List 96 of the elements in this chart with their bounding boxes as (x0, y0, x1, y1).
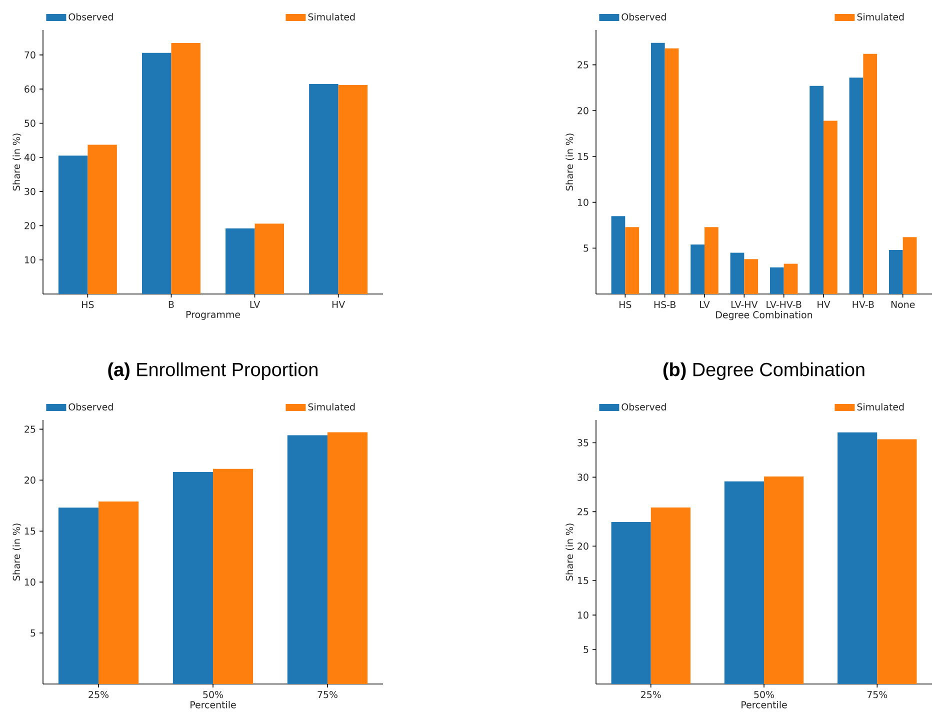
legend-label: Simulated (857, 13, 904, 20)
x-tick-label: HV-B (852, 301, 874, 308)
y-tick-label: 10 (24, 256, 36, 264)
x-axis-title: Percentile (742, 701, 787, 708)
bar (849, 78, 864, 294)
bar (784, 264, 798, 294)
x-tick-label: None (891, 301, 915, 308)
text: (b) Degree Combination (663, 362, 864, 380)
y-tick-label: 25 (578, 508, 588, 516)
bar (902, 237, 917, 294)
y-tick-label: 20 (24, 222, 36, 230)
y-axis-title: Share (in %) (566, 134, 574, 191)
bar (664, 48, 679, 294)
legend-label: Simulated (857, 403, 904, 410)
x-tick-label: 50% (203, 691, 223, 698)
bar (764, 476, 804, 684)
bar (611, 522, 651, 684)
legend-label: Observed (68, 13, 113, 20)
y-tick-label: 25 (578, 61, 588, 68)
y-tick-label: 70 (24, 51, 36, 59)
x-axis-title: Percentile (190, 701, 236, 708)
bar (58, 156, 88, 294)
y-tick-label: 15 (24, 528, 36, 535)
bar (625, 227, 640, 294)
y-axis-title: Share (in %) (566, 524, 574, 581)
bar (744, 259, 758, 294)
bar (824, 120, 838, 294)
x-tick-label: LV (250, 301, 260, 308)
y-tick-label: 10 (578, 198, 588, 206)
bar (650, 42, 665, 294)
text: (a) Enrollment Proportion (108, 362, 318, 380)
y-tick-label: 5 (30, 630, 36, 637)
x-axis-title: Degree Combination (716, 311, 812, 320)
x-tick-label: 75% (318, 691, 338, 698)
legend-label: Simulated (308, 403, 355, 410)
x-tick-label: LV-HV-B (766, 301, 802, 308)
y-tick-label: 25 (24, 426, 36, 433)
bar (863, 54, 878, 294)
y-tick-label: 10 (24, 578, 36, 586)
y-tick-label: 10 (578, 611, 588, 619)
y-tick-label: 20 (578, 542, 588, 550)
legend-label: Observed (622, 13, 666, 20)
x-axis-title: Programme (186, 311, 240, 320)
y-axis-title: Share (in %) (12, 134, 22, 191)
legend-label: Observed (622, 403, 666, 410)
bar (730, 252, 744, 294)
y-tick-label: 40 (24, 154, 36, 161)
x-tick-label: 75% (867, 691, 888, 698)
x-tick-label: HS (82, 301, 94, 308)
bar (650, 508, 690, 684)
bar (226, 228, 255, 294)
bar (888, 250, 903, 294)
bar (172, 472, 214, 684)
bar (171, 42, 200, 294)
y-tick-label: 30 (24, 188, 36, 196)
bar (611, 216, 626, 294)
y-tick-label: 5 (584, 646, 588, 654)
bar (704, 227, 718, 294)
x-tick-label: HS-B (654, 301, 676, 308)
y-tick-label: 50 (24, 120, 36, 127)
x-tick-label: B (168, 301, 174, 308)
bar (287, 435, 328, 684)
bar (338, 84, 368, 294)
y-tick-label: 5 (584, 244, 588, 252)
y-tick-label: 20 (24, 476, 36, 484)
x-tick-label: 25% (88, 691, 109, 698)
bar (690, 244, 705, 294)
bar (58, 508, 99, 684)
y-tick-label: 15 (578, 577, 588, 584)
x-tick-label: 25% (641, 691, 661, 698)
x-tick-label: LV (700, 301, 710, 308)
bar (142, 52, 172, 294)
bar (838, 432, 878, 684)
y-tick-label: 60 (24, 85, 36, 93)
legend-label: Observed (68, 403, 113, 410)
bar (770, 267, 784, 294)
y-tick-label: 15 (578, 152, 588, 160)
x-tick-label: HS (620, 301, 632, 308)
y-tick-label: 35 (578, 439, 588, 446)
x-tick-label: HV (818, 301, 830, 308)
bar (810, 86, 824, 294)
x-tick-label: HV (332, 301, 346, 308)
x-tick-label: LV-HV (732, 301, 758, 308)
bar (213, 468, 254, 684)
x-tick-label: 50% (754, 691, 774, 698)
y-tick-label: 30 (578, 474, 588, 481)
bar (877, 439, 917, 684)
y-axis-title: Share (in %) (12, 524, 22, 581)
legend-label: Simulated (308, 13, 355, 20)
bar (327, 432, 368, 684)
bar (724, 481, 764, 684)
bar (254, 224, 284, 294)
bar (309, 84, 338, 294)
bar (98, 502, 139, 684)
y-tick-label: 20 (578, 107, 588, 114)
bar (88, 144, 117, 294)
